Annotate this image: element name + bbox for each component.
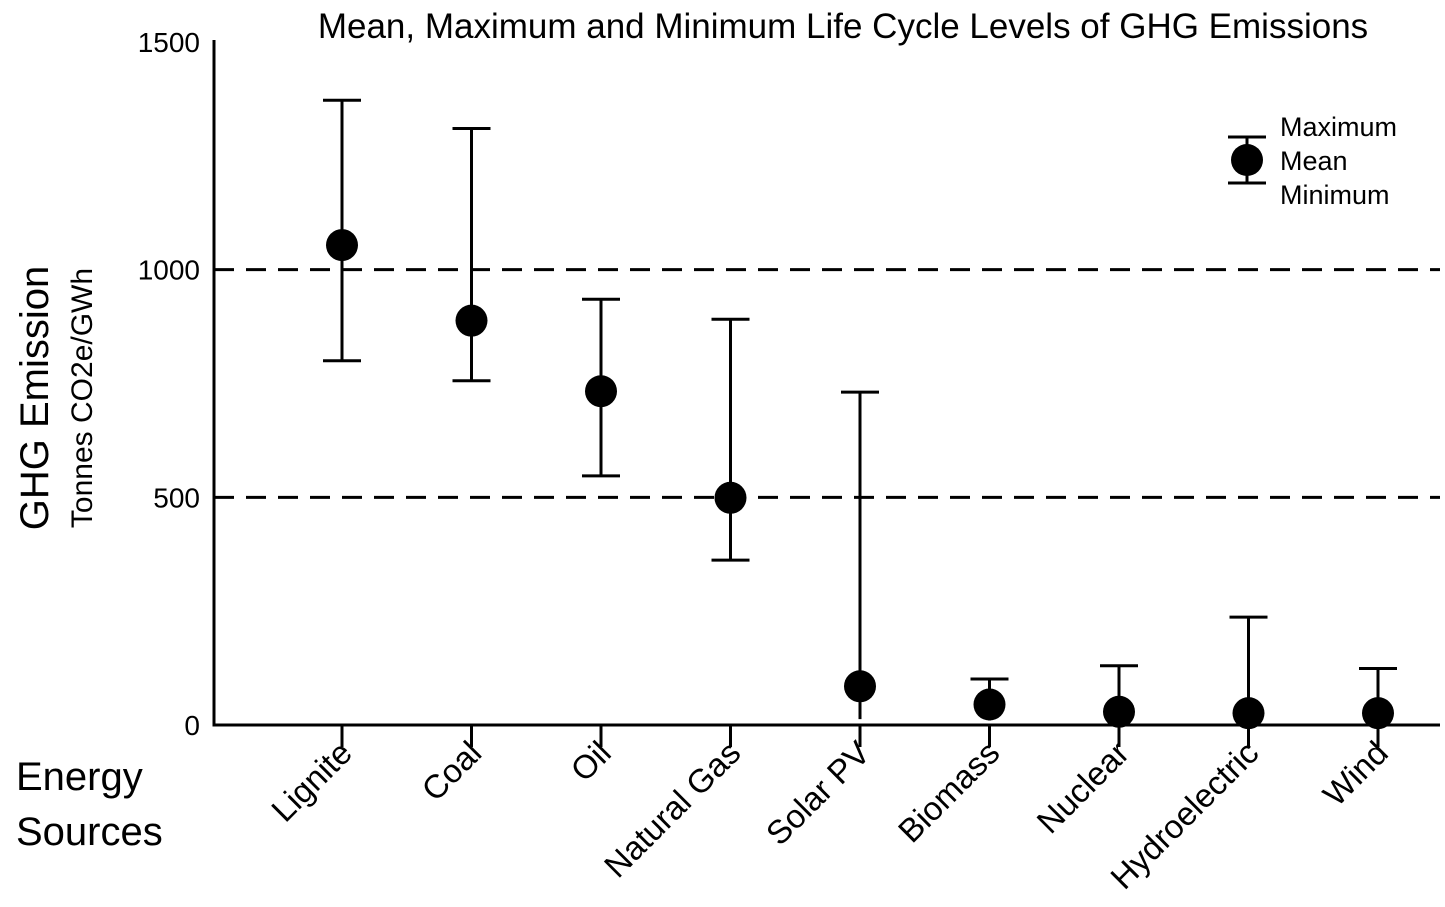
y-tick-label-0: 0 [184,710,200,741]
x-tick-marks [340,725,1380,747]
category-label-solar-pv: Solar PV [759,734,877,852]
y-tick-labels: 0 500 1000 1500 [138,27,200,741]
errorbar-wind [1359,667,1397,730]
errorbar-hydroelectric [1229,615,1268,730]
category-label-lignite: Lignite [264,734,359,829]
y-axis-unit-label: Tonnes CO2e/GWh [66,268,99,528]
x-axis-label-line2: Sources [16,810,163,854]
chart-title: Mean, Maximum and Minimum Life Cycle Lev… [318,7,1368,46]
errorbar-oil [582,297,620,478]
legend-label-mean: Mean [1280,146,1348,176]
category-label-biomass: Biomass [891,734,1007,850]
mean-marker-wind [1362,697,1394,730]
category-label-nuclear: Nuclear [1029,734,1136,841]
y-axis-title: GHG Emission [13,266,57,531]
mean-marker-nuclear [1103,695,1135,728]
legend: Maximum Mean Minimum [1228,112,1397,210]
mean-marker-oil [585,375,617,408]
y-tick-label-1000: 1000 [138,255,200,286]
mean-marker-coal [455,304,488,337]
category-label-oil: Oil [563,734,618,789]
legend-label-maximum: Maximum [1280,112,1397,142]
y-tick-label-500: 500 [153,482,200,513]
x-axis-label-line1: Energy [16,755,143,799]
errorbar-natural-gas [711,317,750,562]
y-axis-label: GHG Emission [13,266,57,531]
legend-label-minimum: Minimum [1280,180,1390,210]
errorbar-coal [452,127,491,383]
errorbar-biomass [970,677,1009,721]
mean-marker-lignite [326,229,358,262]
errorbar-lignite [323,98,361,363]
mean-marker-biomass [973,688,1006,721]
gridlines [214,268,1440,499]
axes [212,40,1440,727]
category-label-coal: Coal [414,734,488,808]
errorbar-nuclear [1100,664,1138,728]
mean-marker-natural-gas [714,481,747,514]
category-label-natural-gas: Natural Gas [597,734,748,885]
category-label-wind: Wind [1316,734,1395,813]
legend-mean-marker [1231,144,1263,176]
errorbar-solar-pv [841,390,879,720]
mean-marker-hydroelectric [1232,697,1265,730]
y-tick-label-1500: 1500 [138,27,200,58]
mean-marker-solar-pv [844,670,876,703]
y-axis-unit: Tonnes CO2e/GWh [66,268,99,528]
error-bars [323,98,1397,730]
